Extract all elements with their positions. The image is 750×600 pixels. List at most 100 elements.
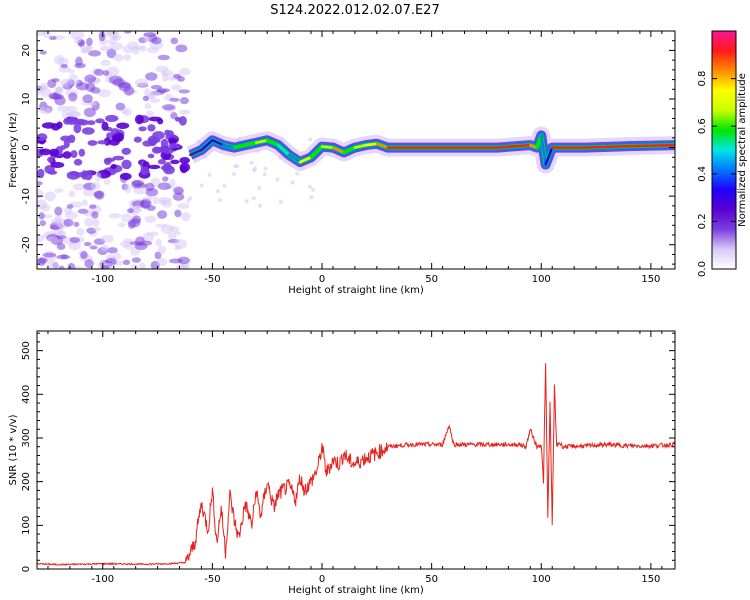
noise-blob xyxy=(100,244,109,252)
noise-blob xyxy=(67,262,76,269)
noise-blob xyxy=(109,75,123,85)
noise-blob xyxy=(93,68,104,76)
noise-blob xyxy=(143,32,156,37)
colorbar-tick-label: 0.8 xyxy=(697,71,708,87)
noise-blob xyxy=(46,260,59,269)
noise-blob xyxy=(72,183,85,191)
noise-blob xyxy=(169,178,176,188)
noise-blob xyxy=(49,148,60,157)
noise-blob xyxy=(70,31,85,40)
ridge-segment xyxy=(298,156,313,164)
noise-blob xyxy=(163,147,174,155)
y-tick-label: -20 xyxy=(21,237,32,253)
noise-blob xyxy=(124,183,132,194)
noise-blob xyxy=(61,110,69,119)
noise-blob xyxy=(60,63,68,69)
noise-blob xyxy=(86,37,93,46)
noise-blob xyxy=(82,188,97,197)
noise-blob xyxy=(218,198,223,203)
y-tick-label: 100 xyxy=(21,516,32,535)
noise-blob xyxy=(51,218,63,225)
noise-blob xyxy=(95,118,105,124)
noise-blob xyxy=(123,107,132,117)
noise-blob xyxy=(162,176,169,182)
noise-blob xyxy=(144,88,152,96)
noise-blob xyxy=(59,145,67,150)
noise-blob xyxy=(175,264,187,269)
noise-blob xyxy=(170,112,178,120)
noise-blob xyxy=(110,128,120,134)
noise-blob xyxy=(73,221,80,228)
noise-blob xyxy=(39,50,47,55)
noise-blob xyxy=(310,187,315,192)
noise-blob xyxy=(100,265,110,269)
noise-blob xyxy=(105,66,120,77)
noise-blob xyxy=(257,203,262,208)
noise-blob xyxy=(179,67,191,76)
noise-blob xyxy=(78,148,86,157)
ridge-segment xyxy=(540,134,547,166)
noise-blob xyxy=(56,105,70,112)
noise-blob xyxy=(113,253,122,260)
noise-blob xyxy=(156,257,168,267)
noise-blob xyxy=(175,44,188,53)
noise-blob xyxy=(157,182,172,191)
noise-blob xyxy=(253,166,258,171)
noise-blob xyxy=(154,251,162,260)
noise-blob xyxy=(44,191,56,202)
snr-xlabel: Height of straight line (km) xyxy=(288,585,424,596)
noise-blob xyxy=(58,265,65,269)
snr-frame xyxy=(36,330,676,570)
noise-blob xyxy=(54,188,64,193)
noise-blob xyxy=(262,172,267,177)
noise-blob xyxy=(94,190,105,200)
x-tick-label: 100 xyxy=(532,574,551,585)
noise-blob xyxy=(257,186,262,191)
noise-blob xyxy=(102,70,110,76)
noise-blob xyxy=(113,53,124,62)
noise-blob xyxy=(89,245,98,250)
noise-blob xyxy=(174,209,182,218)
noise-blob xyxy=(155,65,169,73)
noise-blob xyxy=(146,205,156,211)
noise-blob xyxy=(37,168,45,179)
noise-blob xyxy=(119,172,132,181)
noise-blob xyxy=(235,164,240,169)
noise-blob xyxy=(89,204,97,209)
noise-blob xyxy=(48,92,62,100)
ridge-segment xyxy=(211,139,225,147)
noise-blob xyxy=(39,107,52,115)
noise-blob xyxy=(162,104,176,111)
ridge-segment xyxy=(375,142,390,149)
ridge-segment xyxy=(189,148,203,157)
noise-blob xyxy=(51,123,61,131)
noise-blob xyxy=(146,231,159,236)
noise-blob xyxy=(138,262,146,269)
noise-blob xyxy=(81,127,95,135)
noise-blob xyxy=(121,159,132,170)
noise-blob xyxy=(173,186,184,195)
noise-blob xyxy=(178,109,191,115)
noise-blob xyxy=(151,146,162,154)
noise-blob xyxy=(133,136,142,143)
noise-blob xyxy=(107,247,118,254)
noise-blob xyxy=(132,215,142,224)
noise-blob xyxy=(100,59,111,67)
noise-blob xyxy=(68,240,81,251)
noise-blob xyxy=(122,54,132,61)
ridge-segment xyxy=(222,143,236,149)
noise-blob xyxy=(152,196,159,205)
ridge-segment xyxy=(254,139,269,144)
noise-blob xyxy=(160,138,169,149)
noise-blob xyxy=(140,166,149,176)
noise-blob xyxy=(84,217,95,228)
noise-blob xyxy=(163,163,170,169)
noise-blob xyxy=(155,238,163,247)
colorbar: 0.0 0.2 0.4 0.6 0.8 Normalized spectral ampl… xyxy=(697,30,748,277)
noise-blob xyxy=(112,33,122,41)
noise-blob xyxy=(155,223,168,228)
noise-blob xyxy=(172,192,185,201)
x-tick-label: -100 xyxy=(91,574,114,585)
